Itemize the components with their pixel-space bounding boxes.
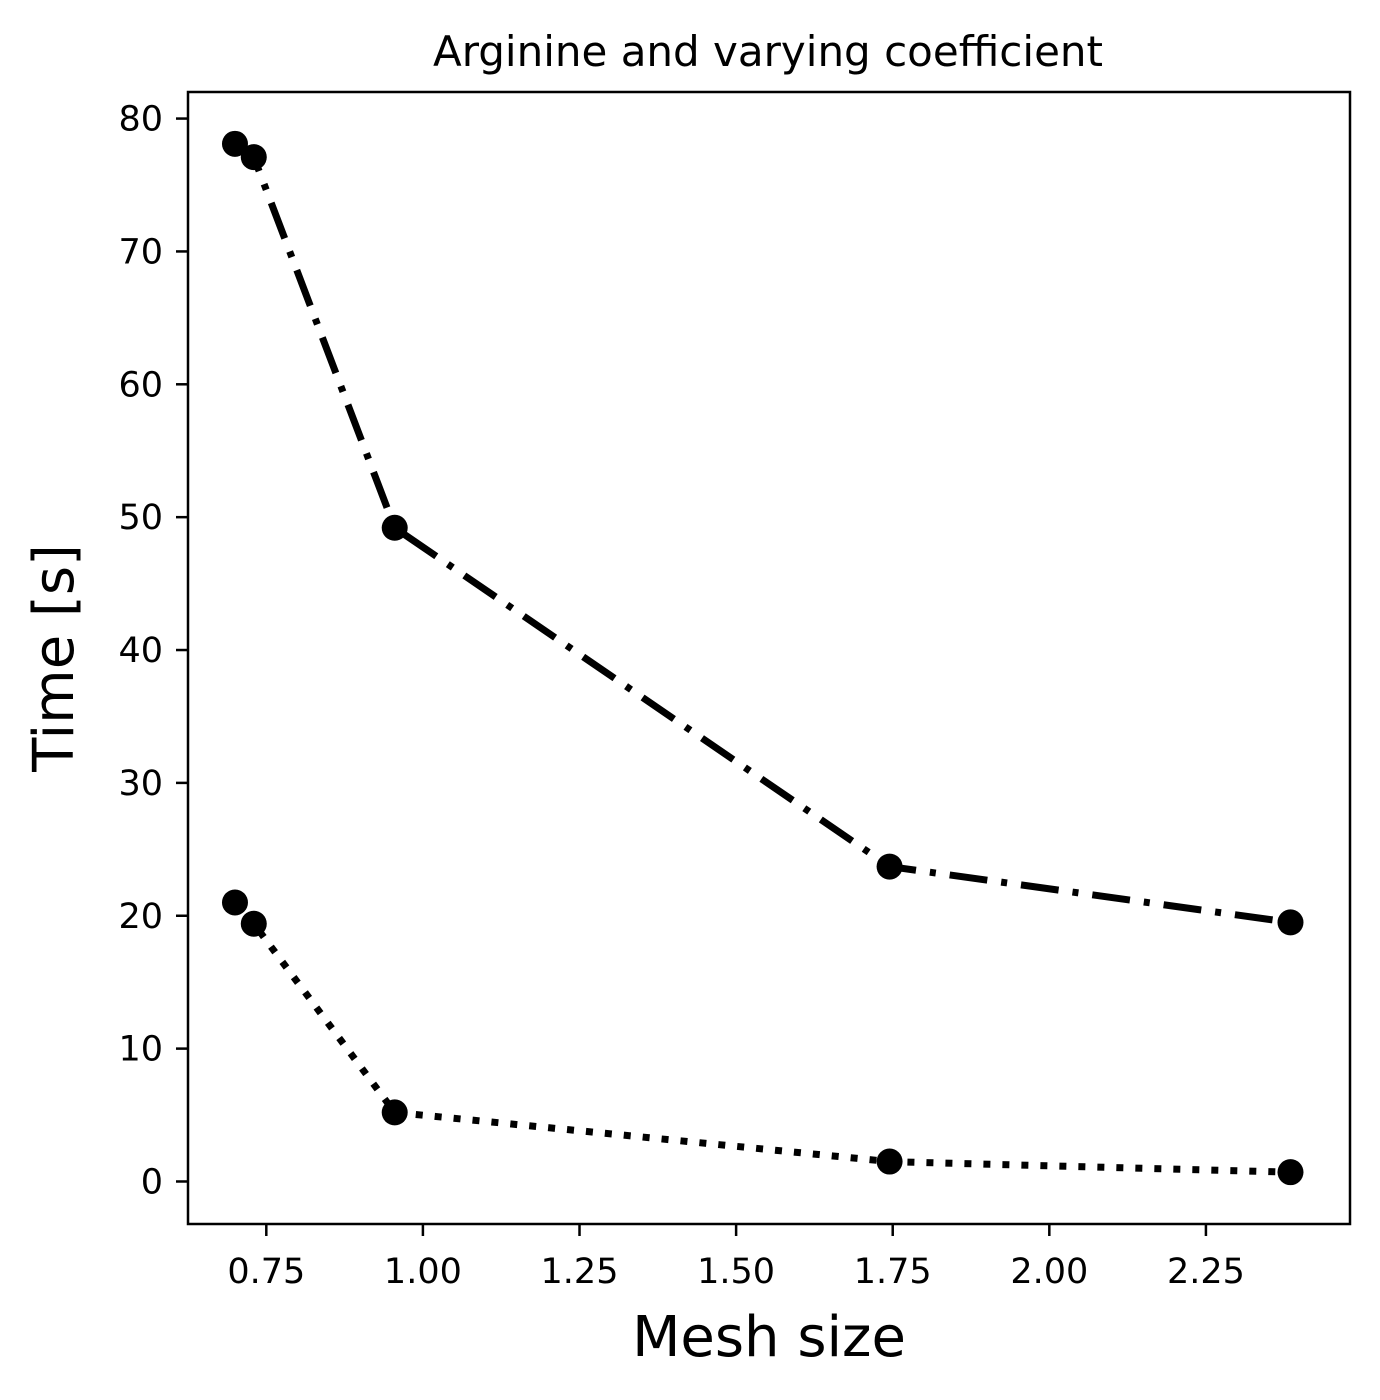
series-1-point: [221, 130, 248, 157]
y-tick-label: 10: [118, 1030, 163, 1070]
series-2-point: [221, 889, 248, 916]
series-1-point: [1277, 909, 1304, 936]
x-axis-label: Mesh size: [632, 1305, 906, 1370]
y-tick-label: 40: [118, 631, 163, 671]
series-1-point: [876, 853, 903, 880]
chart-title: Arginine and varying coefficient: [433, 27, 1103, 76]
y-tick-label: 70: [118, 232, 163, 272]
x-tick-label: 0.75: [227, 1252, 305, 1292]
series-2-point: [1277, 1159, 1304, 1186]
plot-area: [221, 130, 1304, 1186]
x-tick-label: 2.00: [1010, 1252, 1088, 1292]
x-tick-label: 1.75: [854, 1252, 932, 1292]
x-tick-label: 1.00: [384, 1252, 462, 1292]
y-axis-label: Time [s]: [22, 544, 87, 773]
x-tick-label: 1.50: [697, 1252, 775, 1292]
y-tick-label: 50: [118, 498, 163, 538]
x-tick-label: 2.25: [1167, 1252, 1245, 1292]
plot-frame: [186, 90, 1352, 1226]
y-tick-label: 30: [118, 764, 163, 804]
series-2-point: [876, 1148, 903, 1175]
x-tick-label: 1.25: [541, 1252, 619, 1292]
x-axis: 0.75 1.00 1.25 1.50 1.75 2.00 2.25: [227, 1224, 1245, 1292]
series-2-line: [232, 900, 1291, 1176]
y-tick-label: 0: [141, 1162, 163, 1202]
series-2-point: [381, 1099, 408, 1126]
y-axis: 0 10 20 30 40 50 60 70 80: [118, 100, 188, 1202]
y-tick-label: 20: [118, 897, 163, 937]
series-2-point: [240, 910, 267, 937]
series-1-point: [381, 514, 408, 541]
series-1-point: [240, 144, 267, 171]
y-tick-label: 80: [118, 100, 163, 140]
y-tick-label: 60: [118, 365, 163, 405]
